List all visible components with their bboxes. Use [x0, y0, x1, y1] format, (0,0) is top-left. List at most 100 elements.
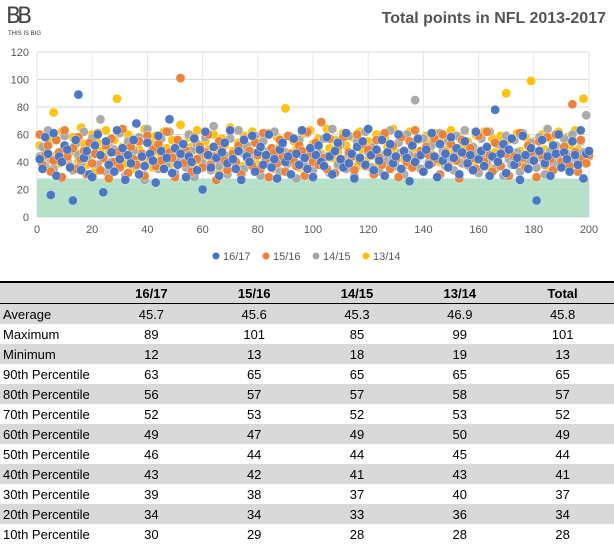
data-point	[204, 151, 213, 160]
data-point	[507, 134, 516, 143]
data-point	[584, 146, 593, 155]
stats-cell: 12	[100, 344, 203, 364]
data-point	[568, 137, 577, 146]
data-point	[573, 160, 582, 169]
data-point	[264, 173, 273, 182]
data-point	[226, 126, 235, 135]
data-point	[38, 164, 47, 173]
data-point	[471, 127, 480, 136]
x-tick-label: 180	[525, 224, 543, 236]
data-point	[543, 124, 552, 133]
stats-cell: 99	[408, 324, 511, 344]
data-point	[63, 145, 72, 154]
data-point	[112, 94, 121, 103]
stats-header-cell: 15/16	[203, 282, 306, 304]
stats-cell: 33	[306, 504, 409, 524]
data-point	[411, 126, 420, 135]
data-point	[132, 119, 141, 128]
data-point	[491, 138, 500, 147]
data-point	[460, 126, 469, 135]
stats-cell: 41	[511, 464, 614, 484]
data-point	[41, 133, 50, 142]
data-point	[549, 141, 558, 150]
x-tick-label: 100	[304, 224, 322, 236]
data-point	[148, 156, 157, 165]
data-point	[121, 175, 130, 184]
data-point	[297, 126, 306, 135]
data-point	[96, 166, 105, 175]
stats-cell: 46.9	[408, 304, 511, 325]
data-point	[137, 152, 146, 161]
data-point	[43, 149, 52, 158]
data-point	[535, 146, 544, 155]
stats-cell: 53	[408, 404, 511, 424]
data-point	[543, 152, 552, 161]
data-point	[375, 156, 384, 165]
data-point	[460, 137, 469, 146]
data-point	[292, 149, 301, 158]
data-point	[485, 171, 494, 180]
data-point	[286, 170, 295, 179]
y-tick-label: 0	[23, 212, 29, 224]
stats-cell: 50	[408, 424, 511, 444]
stats-row-label: Maximum	[0, 324, 100, 344]
data-point	[571, 151, 580, 160]
data-point	[444, 163, 453, 172]
y-tick-label: 100	[11, 75, 29, 87]
stats-row-label: 50th Percentile	[0, 444, 100, 464]
data-point	[537, 135, 546, 144]
stats-row-label: 10th Percentile	[0, 524, 100, 544]
data-point	[554, 130, 563, 139]
data-point	[468, 166, 477, 175]
data-point	[248, 131, 257, 140]
data-point	[256, 142, 265, 151]
data-point	[502, 168, 511, 177]
data-point	[435, 140, 444, 149]
data-point	[77, 166, 86, 175]
stats-cell: 49	[306, 424, 409, 444]
stats-cell: 49	[100, 424, 203, 444]
data-point	[179, 140, 188, 149]
data-point	[273, 174, 282, 183]
data-point	[126, 159, 135, 168]
data-point	[361, 160, 370, 169]
data-point	[582, 111, 591, 120]
legend-label: 16/17	[223, 251, 251, 263]
data-point	[551, 149, 560, 158]
stats-cell: 19	[408, 344, 511, 364]
data-point	[206, 163, 215, 172]
data-point	[405, 177, 414, 186]
y-tick-label: 80	[17, 102, 29, 114]
stats-cell: 13	[203, 344, 306, 364]
stats-cell: 40	[408, 484, 511, 504]
data-point	[576, 126, 585, 135]
stats-cell: 65	[408, 364, 511, 384]
data-point	[88, 173, 97, 182]
data-point	[201, 127, 210, 136]
data-point	[317, 118, 326, 127]
data-point	[278, 138, 287, 147]
data-point	[482, 142, 491, 151]
data-point	[557, 163, 566, 172]
stats-cell: 13	[511, 344, 614, 364]
data-point	[504, 145, 513, 154]
data-point	[49, 108, 58, 117]
data-point	[364, 124, 373, 133]
data-point	[49, 129, 58, 138]
data-point	[579, 94, 588, 103]
legend-marker	[263, 253, 270, 260]
data-point	[532, 196, 541, 205]
stats-cell: 39	[100, 484, 203, 504]
data-point	[502, 89, 511, 98]
stats-row-label: 90th Percentile	[0, 364, 100, 384]
stats-cell: 65	[511, 364, 614, 384]
data-point	[358, 137, 367, 146]
data-point	[181, 173, 190, 182]
data-point	[330, 146, 339, 155]
data-point	[107, 148, 116, 157]
